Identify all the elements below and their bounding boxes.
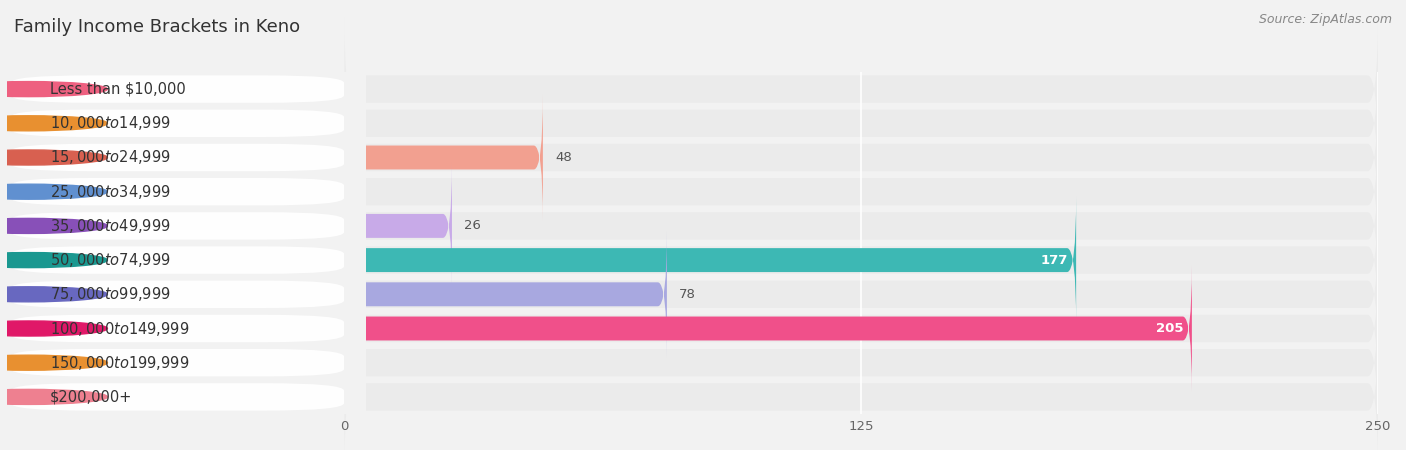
Circle shape — [0, 218, 107, 234]
FancyBboxPatch shape — [344, 120, 1378, 264]
Text: 0: 0 — [357, 185, 366, 198]
Text: $10,000 to $14,999: $10,000 to $14,999 — [51, 114, 172, 132]
Text: 177: 177 — [1040, 254, 1069, 266]
Text: $100,000 to $149,999: $100,000 to $149,999 — [51, 320, 190, 338]
FancyBboxPatch shape — [11, 281, 344, 308]
FancyBboxPatch shape — [11, 144, 344, 171]
FancyBboxPatch shape — [344, 265, 1192, 392]
Circle shape — [0, 355, 107, 370]
Circle shape — [0, 150, 107, 165]
Circle shape — [0, 81, 107, 97]
FancyBboxPatch shape — [11, 349, 344, 376]
FancyBboxPatch shape — [344, 51, 1378, 195]
Text: 48: 48 — [555, 151, 572, 164]
FancyBboxPatch shape — [11, 383, 344, 410]
FancyBboxPatch shape — [11, 315, 344, 342]
FancyBboxPatch shape — [11, 247, 344, 274]
FancyBboxPatch shape — [344, 197, 1076, 324]
Text: 78: 78 — [679, 288, 696, 301]
FancyBboxPatch shape — [344, 17, 1378, 161]
Text: Less than $10,000: Less than $10,000 — [51, 81, 186, 97]
Text: 0: 0 — [357, 391, 366, 403]
Circle shape — [0, 287, 107, 302]
FancyBboxPatch shape — [344, 94, 543, 221]
Text: 0: 0 — [357, 356, 366, 369]
FancyBboxPatch shape — [344, 154, 1378, 298]
FancyBboxPatch shape — [344, 291, 1378, 435]
Circle shape — [0, 321, 107, 336]
Text: $200,000+: $200,000+ — [51, 389, 132, 405]
Text: $150,000 to $199,999: $150,000 to $199,999 — [51, 354, 190, 372]
Text: $50,000 to $74,999: $50,000 to $74,999 — [51, 251, 172, 269]
Text: 0: 0 — [357, 117, 366, 130]
Text: Family Income Brackets in Keno: Family Income Brackets in Keno — [14, 18, 301, 36]
Text: $75,000 to $99,999: $75,000 to $99,999 — [51, 285, 172, 303]
Circle shape — [0, 184, 107, 199]
Circle shape — [0, 252, 107, 268]
Text: 26: 26 — [464, 220, 481, 232]
Circle shape — [0, 116, 107, 131]
Text: 205: 205 — [1156, 322, 1184, 335]
Text: Source: ZipAtlas.com: Source: ZipAtlas.com — [1258, 14, 1392, 27]
FancyBboxPatch shape — [344, 188, 1378, 332]
FancyBboxPatch shape — [11, 76, 344, 103]
FancyBboxPatch shape — [344, 325, 1378, 450]
Text: $25,000 to $34,999: $25,000 to $34,999 — [51, 183, 172, 201]
FancyBboxPatch shape — [11, 178, 344, 205]
Text: 0: 0 — [357, 83, 366, 95]
FancyBboxPatch shape — [344, 256, 1378, 400]
FancyBboxPatch shape — [344, 231, 666, 358]
FancyBboxPatch shape — [11, 110, 344, 137]
Text: $15,000 to $24,999: $15,000 to $24,999 — [51, 148, 172, 166]
FancyBboxPatch shape — [11, 212, 344, 239]
FancyBboxPatch shape — [344, 222, 1378, 366]
Text: $35,000 to $49,999: $35,000 to $49,999 — [51, 217, 172, 235]
FancyBboxPatch shape — [344, 86, 1378, 230]
Circle shape — [0, 389, 107, 405]
FancyBboxPatch shape — [344, 162, 451, 289]
